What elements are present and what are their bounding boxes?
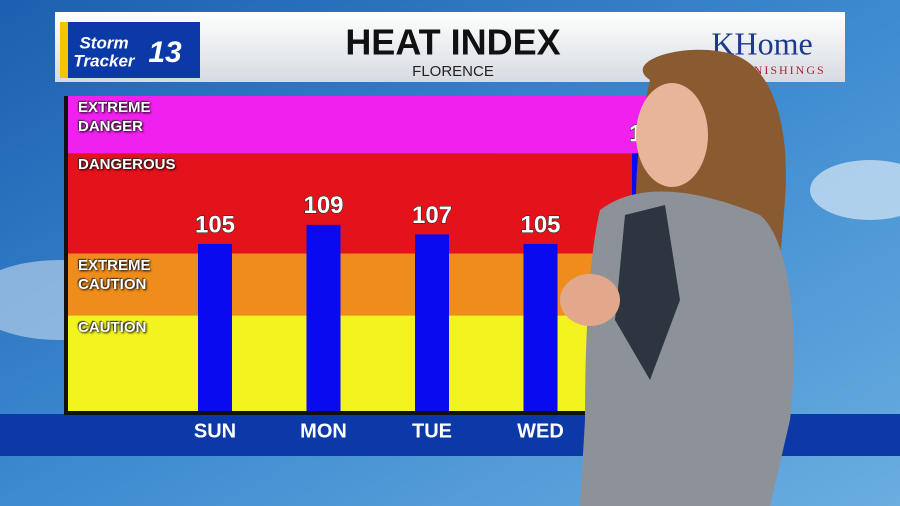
presenter-top xyxy=(615,205,680,380)
logo-text: Tracker xyxy=(73,51,136,70)
data-label: 105 xyxy=(195,211,235,238)
plot-area xyxy=(66,96,666,412)
presenter-jacket xyxy=(580,191,794,506)
presenter-face xyxy=(636,83,708,187)
axis-line xyxy=(64,411,664,415)
x-tick-label: TUE xyxy=(412,420,452,442)
bar xyxy=(415,234,449,411)
zone-band xyxy=(66,315,665,411)
bar xyxy=(198,243,232,411)
chart-title: HEAT INDEX xyxy=(345,22,560,63)
axis-line xyxy=(64,96,68,415)
logo xyxy=(60,22,200,78)
logo-number: 13 xyxy=(148,36,182,69)
zone-band xyxy=(66,153,665,254)
presenter xyxy=(560,49,794,506)
zone-label: DANGEROUS xyxy=(78,156,176,174)
zone-label: CAUTION xyxy=(78,318,147,336)
bar xyxy=(306,224,341,411)
data-label: 109 xyxy=(303,192,343,219)
bar xyxy=(523,243,558,411)
x-tick-label: MON xyxy=(300,420,347,442)
x-tick-label: WED xyxy=(517,420,564,442)
chart-subtitle: FLORENCE xyxy=(412,63,494,80)
zone-label: EXTREME CAUTION xyxy=(78,256,151,293)
zone-label: EXTREME DANGER xyxy=(78,99,151,135)
zone-band xyxy=(66,96,665,154)
logo-accent xyxy=(60,22,68,78)
logo-text: Storm xyxy=(79,33,128,52)
presenter-hands xyxy=(560,274,620,326)
data-label: 105 xyxy=(520,211,560,238)
cloud xyxy=(810,160,900,220)
data-label: 107 xyxy=(412,202,452,229)
x-tick-label: SUN xyxy=(194,420,236,442)
